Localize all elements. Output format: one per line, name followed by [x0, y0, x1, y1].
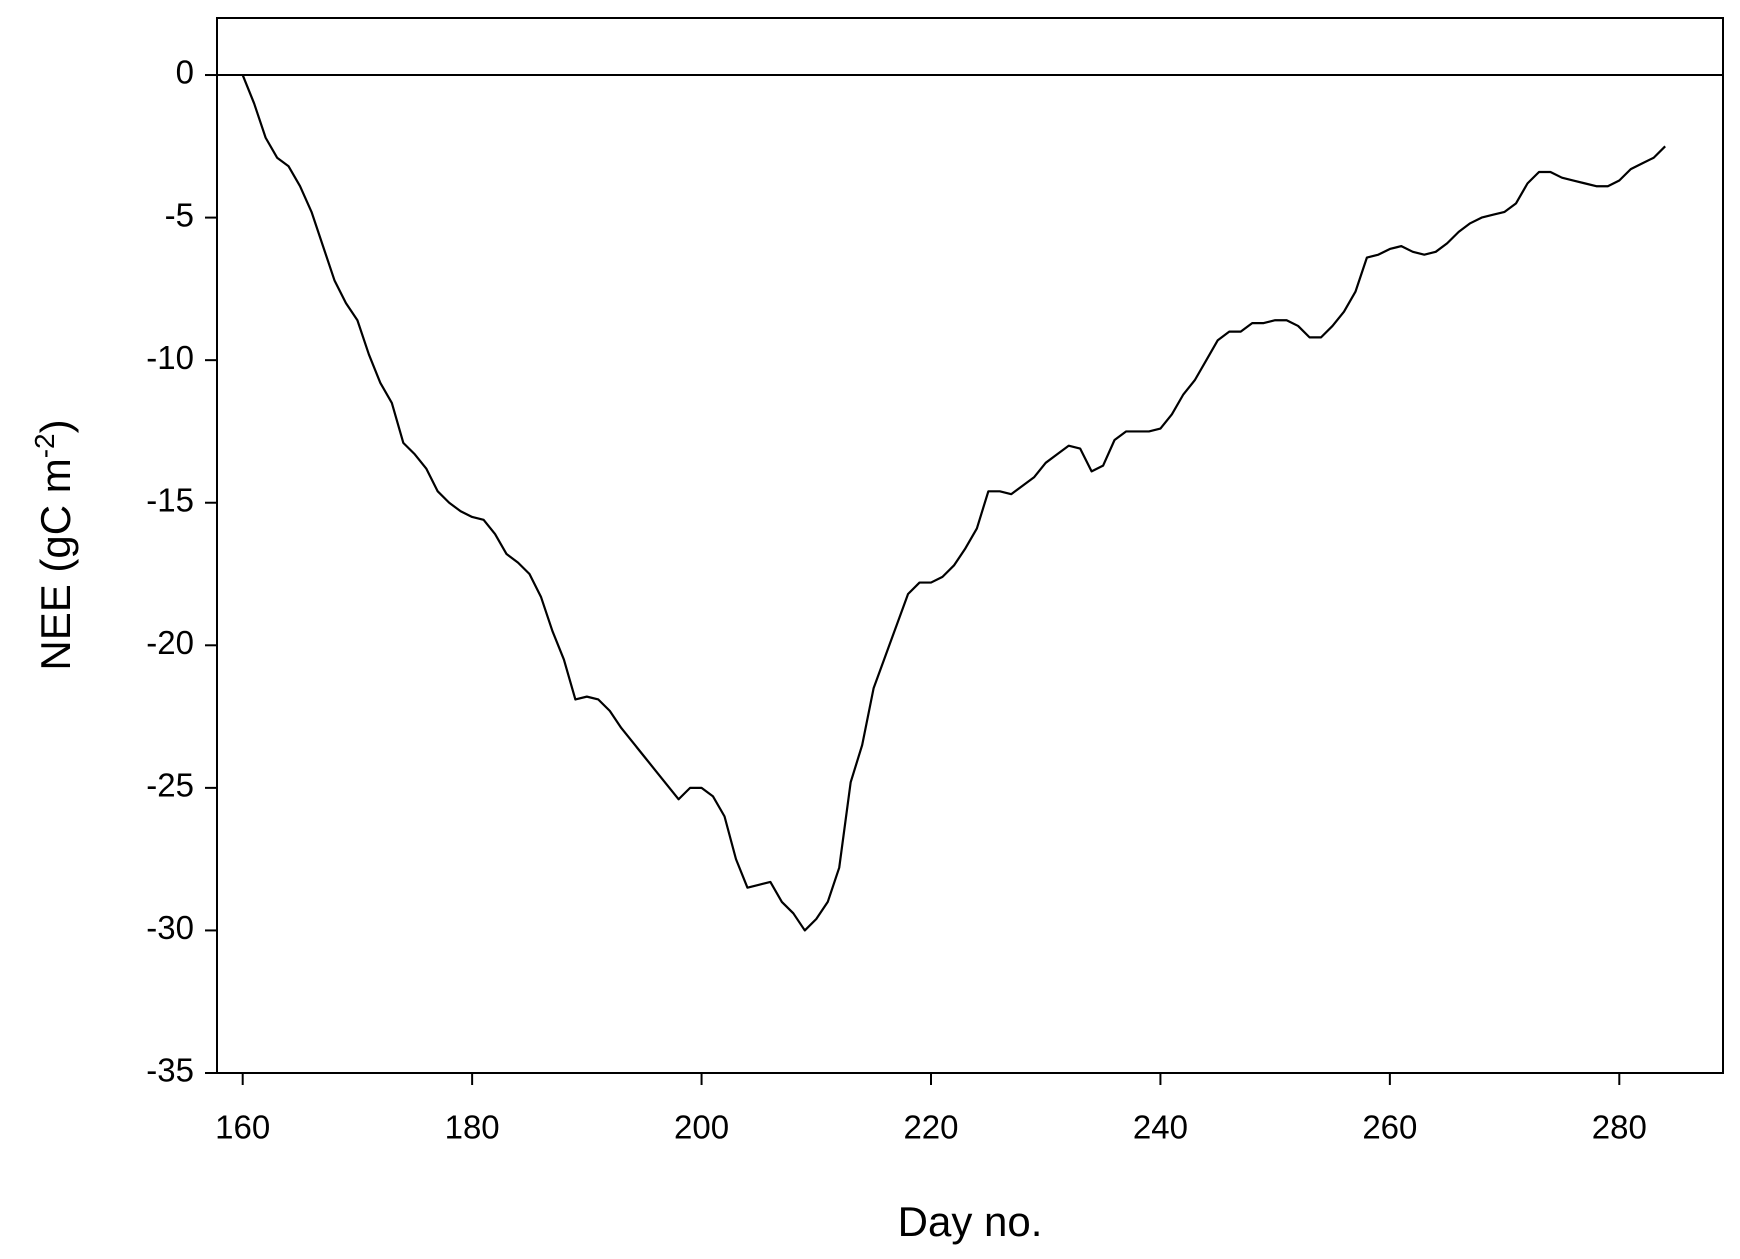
x-tick-label: 240: [1133, 1109, 1188, 1146]
x-tick-label: 280: [1592, 1109, 1647, 1146]
y-tick-label: -20: [146, 624, 194, 661]
plot-frame: [216, 17, 1724, 1074]
y-axis-label: NEE (gC m-2): [29, 419, 79, 670]
y-label-sup: -2: [29, 433, 60, 458]
y-tick-label: -5: [165, 196, 194, 233]
x-tick-label: 160: [215, 1109, 270, 1146]
y-tick-label: 0: [176, 54, 194, 91]
y-tick-label: -10: [146, 339, 194, 376]
x-tick-label: 180: [445, 1109, 500, 1146]
y-tick-label: -35: [146, 1052, 194, 1089]
y-tick-label: -15: [146, 481, 194, 518]
y-label-end: ): [32, 419, 79, 433]
x-tick-label: 260: [1362, 1109, 1417, 1146]
data-line: [241, 74, 1666, 932]
y-tick-label: -25: [146, 767, 194, 804]
y-label-main: NEE (gC m: [32, 458, 79, 670]
x-tick-label: 220: [903, 1109, 958, 1146]
x-tick-label: 200: [674, 1109, 729, 1146]
x-axis-label: Day no.: [898, 1198, 1043, 1245]
y-tick-label: -30: [146, 909, 194, 946]
